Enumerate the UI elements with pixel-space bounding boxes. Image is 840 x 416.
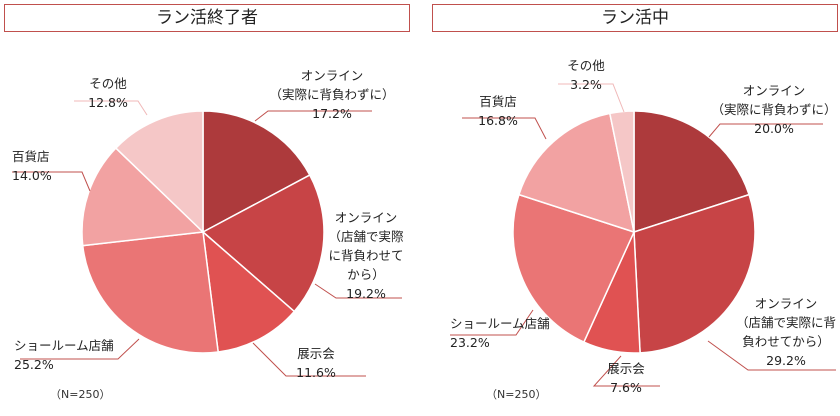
- slice-label: ショールーム店舗 23.2%: [450, 316, 550, 350]
- pie-slice: [81, 231, 220, 354]
- slice-value-label: 20.0%: [754, 121, 794, 136]
- slice-label: オンライン （実際に背負わずに） 17.2%: [269, 68, 394, 121]
- leader-line: [592, 355, 660, 387]
- chart-panel-left: ラン活終了者 オンライン （実際に背負わずに） 17.2% オンライン （店舗で実際に背…: [0, 0, 412, 416]
- slice-label: 百貨店 16.8%: [478, 94, 518, 128]
- slice-name-label: （店舗で実際: [328, 229, 404, 244]
- pie-slice: [517, 112, 635, 234]
- slice-name-label: オンライン: [755, 296, 818, 311]
- slice-value-label: 7.6%: [610, 380, 642, 395]
- pie-slice: [202, 110, 311, 234]
- leader-line: [462, 117, 547, 140]
- leader-line: [450, 309, 534, 336]
- pie-chart-right: オンライン （実際に背負わずに） 20.0% オンライン （店舗で実際に背負わせてから）…: [450, 58, 837, 395]
- leader-line: [20, 338, 140, 360]
- leader-line: [12, 171, 91, 192]
- leader-line: [558, 83, 625, 113]
- slice-name-label: 展示会: [607, 361, 645, 376]
- chart-title: ラン活中: [432, 4, 838, 32]
- pie-slice: [114, 110, 204, 234]
- pie-slices: [81, 110, 325, 354]
- slice-label: 展示会 11.6%: [296, 346, 336, 380]
- slice-name-label: （店舗で実際に背: [736, 315, 836, 330]
- slice-name-label: 百貨店: [479, 94, 517, 109]
- slice-label: ショールーム店舗 25.2%: [14, 338, 114, 372]
- slice-name-label: ショールーム店舗: [450, 316, 550, 331]
- leader-line: [252, 342, 366, 377]
- slice-value-label: 25.2%: [14, 357, 54, 372]
- slice-value-label: 3.2%: [570, 77, 602, 92]
- slice-label: 展示会 7.6%: [607, 361, 645, 395]
- chart-title: ラン活終了者: [4, 4, 410, 32]
- slice-value-label: 23.2%: [450, 335, 490, 350]
- pie-slice: [201, 174, 325, 313]
- pie-slice: [633, 193, 756, 354]
- slice-name-label: オンライン: [301, 68, 364, 83]
- chart-panel-right: ラン活中 オンライン （実際に背負わずに） 20.0% オンライン （店舗で実際に背負わ…: [428, 0, 840, 416]
- slice-value-label: 29.2%: [766, 353, 806, 368]
- slice-value-label: 12.8%: [88, 95, 128, 110]
- slice-label: オンライン （実際に背負わずに） 20.0%: [711, 83, 836, 136]
- slice-value-label: 14.0%: [12, 168, 52, 183]
- leader-line: [254, 110, 372, 122]
- slice-name-label: 百貨店: [12, 149, 50, 164]
- slice-label: 百貨店 14.0%: [12, 149, 52, 183]
- leader-line: [74, 100, 148, 116]
- slice-name-label: に背負わせて: [328, 248, 403, 263]
- slice-name-label: から）: [347, 267, 385, 282]
- pie-slice: [608, 110, 635, 233]
- pie-slices: [512, 110, 756, 354]
- pie-chart-left: オンライン （実際に背負わずに） 17.2% オンライン （店舗で実際に背負わせてから）…: [12, 68, 404, 380]
- slice-name-label: オンライン: [335, 210, 398, 225]
- slice-value-label: 16.8%: [478, 113, 518, 128]
- slice-name-label: 負わせてから）: [742, 334, 830, 349]
- slice-name-label: 展示会: [297, 346, 335, 361]
- slice-name-label: その他: [89, 76, 127, 91]
- slice-label: その他 12.8%: [88, 76, 128, 110]
- leader-line: [314, 283, 402, 299]
- slice-value-label: 17.2%: [312, 106, 352, 121]
- slice-name-label: ショールーム店舗: [14, 338, 114, 353]
- slice-name-label: （実際に背負わずに）: [711, 102, 836, 117]
- pie-slice: [512, 193, 636, 344]
- pie-slice: [202, 230, 296, 353]
- sample-size-note: （N=250）: [486, 388, 547, 401]
- slice-value-label: 19.2%: [346, 286, 386, 301]
- pie-slice: [633, 110, 751, 234]
- slice-label: オンライン （店舗で実際に背負わせてから） 29.2%: [736, 296, 836, 368]
- slice-name-label: その他: [567, 58, 605, 73]
- slice-name-label: オンライン: [743, 83, 806, 98]
- leader-line: [707, 340, 836, 371]
- leader-line: [708, 123, 823, 138]
- sample-size-note: （N=250）: [50, 388, 111, 401]
- slice-label: オンライン （店舗で実際に背負わせてから） 19.2%: [328, 210, 404, 301]
- slice-name-label: （実際に背負わずに）: [269, 87, 394, 102]
- slice-value-label: 11.6%: [296, 365, 336, 380]
- pie-slice: [81, 147, 205, 247]
- slice-label: その他 3.2%: [567, 58, 605, 92]
